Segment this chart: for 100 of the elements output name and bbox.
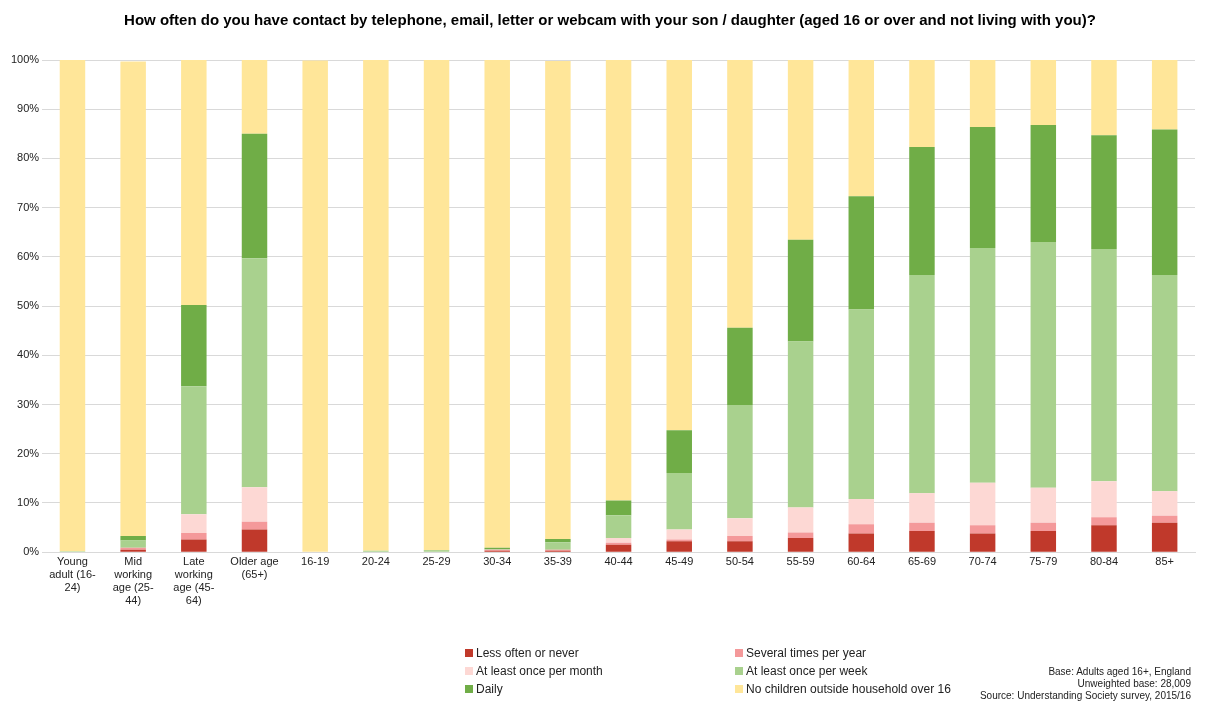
legend-label: Less often or never <box>475 646 580 660</box>
bar <box>181 60 207 306</box>
bar <box>1091 249 1117 482</box>
bar <box>1151 275 1178 492</box>
x-tick-label: 35-39 <box>543 554 572 567</box>
legend-label: Several times per year <box>745 646 868 660</box>
bar <box>181 305 207 387</box>
bar <box>969 482 996 526</box>
x-tick-label: 80-84 <box>1089 554 1119 567</box>
x-tick-label: 50-54 <box>725 554 754 567</box>
bar <box>787 537 814 552</box>
bar <box>1030 60 1057 125</box>
bar <box>787 341 814 508</box>
bar <box>969 248 996 483</box>
bar <box>848 499 875 525</box>
source-note: Source: Understanding Society survey, 2015/16 <box>979 690 1191 702</box>
x-tick-label: 45-49 <box>665 554 694 567</box>
bar <box>666 60 692 431</box>
bar <box>545 542 571 550</box>
chart-title: How often do you have contact by telephone, email, letter or webcam with your son / daughter (aged 16 or over and not living with you)? <box>123 10 1097 30</box>
x-tick-label: Older age (65+) <box>230 554 279 581</box>
text: Unweighted base: 28,009 <box>1076 678 1191 690</box>
bar <box>1030 531 1057 552</box>
bar <box>1151 522 1178 552</box>
x-tick-label: 85+ <box>1155 554 1174 567</box>
bar <box>1030 487 1057 523</box>
x-tick-label: Young adult (16-24) <box>49 554 97 594</box>
bar <box>969 126 996 249</box>
bar <box>909 147 935 276</box>
y-tick-label: 70% <box>17 200 40 213</box>
y-tick-label: 100% <box>10 53 40 66</box>
bar <box>787 532 814 538</box>
bar <box>181 514 207 533</box>
y-tick-label: 40% <box>17 348 40 361</box>
bar <box>241 529 268 552</box>
y-tick-label: 10% <box>17 496 40 509</box>
bar <box>848 60 875 197</box>
x-tick-label: 16-19 <box>301 554 330 567</box>
bar <box>727 60 753 328</box>
bar <box>302 60 328 552</box>
bar <box>727 535 753 542</box>
bar <box>727 518 753 536</box>
bar <box>666 529 692 540</box>
bar <box>1091 525 1117 552</box>
bar <box>848 196 875 310</box>
bar <box>1091 517 1117 526</box>
bar <box>181 539 207 552</box>
bar <box>1151 491 1178 516</box>
bar <box>969 60 996 127</box>
bar <box>909 493 935 523</box>
bar <box>363 60 389 551</box>
y-tick-label: 30% <box>17 397 40 410</box>
x-tick-label: 20-24 <box>361 554 390 567</box>
bar <box>727 405 753 519</box>
bar <box>666 541 692 552</box>
bar <box>605 537 632 543</box>
bar <box>1091 60 1117 136</box>
y-tick-label: 80% <box>17 151 40 164</box>
y-tick-label: 20% <box>17 446 40 459</box>
x-tick-label: 55-59 <box>786 554 815 567</box>
bar <box>605 544 632 552</box>
bar <box>181 533 207 540</box>
bar <box>423 60 450 551</box>
bar <box>120 535 146 541</box>
bar <box>1091 135 1117 250</box>
bar <box>181 386 207 515</box>
bar <box>1151 129 1178 276</box>
bar <box>120 540 146 548</box>
legend-label: At least once per month <box>475 664 604 678</box>
bar <box>848 309 875 500</box>
bar <box>787 507 814 533</box>
bar <box>909 60 935 148</box>
y-tick-label: 60% <box>17 249 40 262</box>
bar <box>241 60 268 134</box>
x-tick-label: Mid working age (25-44) <box>112 554 154 607</box>
bar <box>59 60 86 552</box>
bar <box>605 515 632 538</box>
y-tick-label: 90% <box>17 102 40 115</box>
bar <box>1151 60 1178 130</box>
bar <box>241 487 268 522</box>
x-tick-label: 70-74 <box>968 554 997 567</box>
x-tick-label: 25-29 <box>422 554 451 567</box>
x-tick-label: Late working age (45-64) <box>173 554 215 607</box>
bar <box>969 525 996 534</box>
bar <box>241 258 268 488</box>
bar <box>545 60 571 539</box>
bar <box>787 239 814 342</box>
y-tick-label: 0% <box>23 545 40 558</box>
text: Base: Adults aged 16+, England <box>1047 666 1191 678</box>
bar <box>666 430 692 473</box>
bar <box>1030 124 1057 243</box>
bar <box>1030 242 1057 488</box>
bar <box>666 472 692 530</box>
bar <box>909 275 935 494</box>
legend-label: Daily <box>475 682 504 696</box>
bar <box>969 533 996 552</box>
bar <box>909 522 935 532</box>
bar <box>605 60 632 501</box>
bar <box>1091 481 1117 518</box>
x-tick-label: 30-34 <box>483 554 512 567</box>
